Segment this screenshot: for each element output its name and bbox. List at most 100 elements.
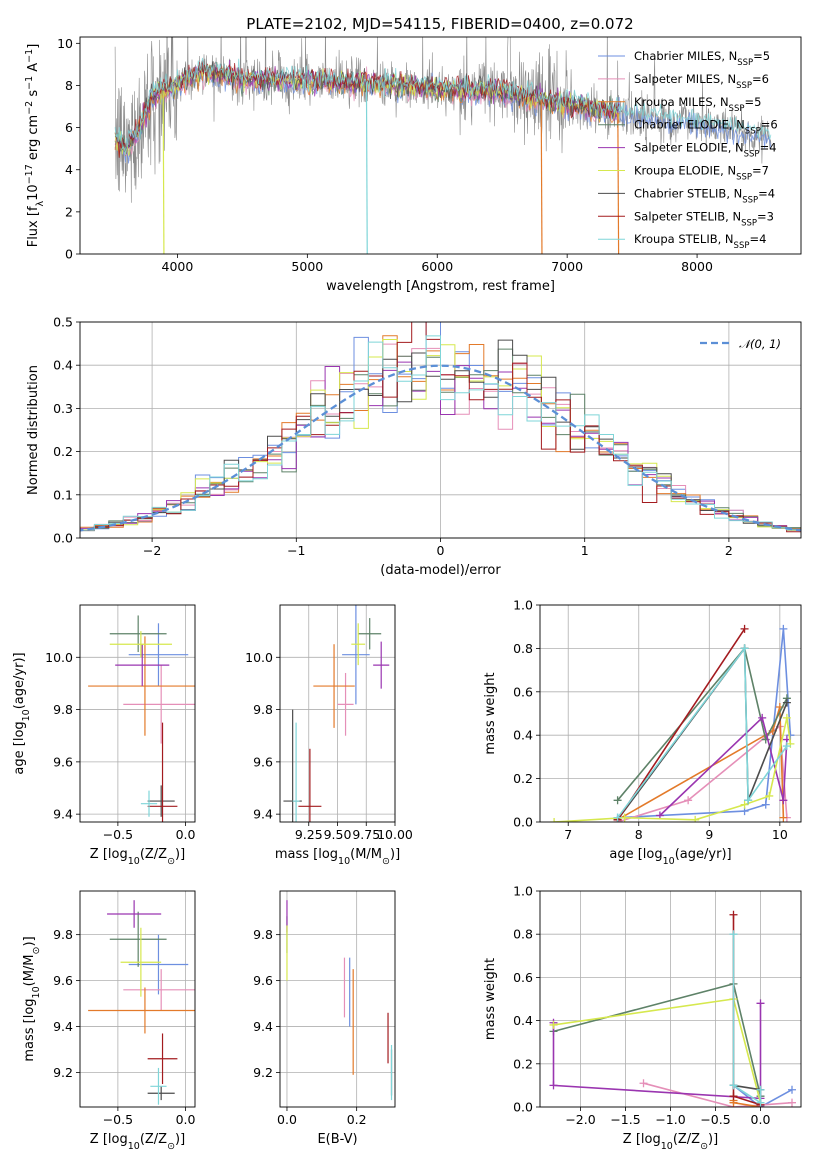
model-spectrum-8 xyxy=(114,57,772,156)
error-point-6 xyxy=(147,785,175,817)
weight-marker xyxy=(740,624,749,633)
label-part: (Z/Z xyxy=(673,1132,700,1147)
legend-entry: Salpeter ELODIE, NSSP=4 xyxy=(634,141,777,160)
x-axis-label: Z [log10(Z/Z⊙)] xyxy=(90,847,185,867)
label-part: ] xyxy=(26,44,41,49)
legend-sub: SSP xyxy=(742,195,758,205)
plot-area xyxy=(283,605,390,822)
y-tick-label: 0.0 xyxy=(513,1100,533,1115)
weight-marker xyxy=(613,796,622,805)
error-point-7 xyxy=(147,1033,178,1085)
y-tick-label: 0.4 xyxy=(513,1013,533,1028)
y-tick-label: 0.2 xyxy=(53,444,73,459)
y-tick-label: 0.6 xyxy=(513,684,533,699)
y-tick-label: 0.6 xyxy=(513,970,533,985)
y-axis-label: mass weight xyxy=(483,958,498,1040)
weight-marker xyxy=(729,930,738,939)
label-part: Z [log xyxy=(90,847,128,862)
label-part: 10 xyxy=(128,1141,140,1152)
legend-label: Kroupa STELIB, N xyxy=(634,232,734,246)
x-tick-label: 0.2 xyxy=(347,1112,367,1127)
weight-marker xyxy=(779,796,788,805)
label-part: −1 xyxy=(24,49,35,63)
legend-label: Chabrier ELODIE, N xyxy=(634,118,745,132)
weight-marker xyxy=(786,731,795,740)
legend-entry: Kroupa STELIB, NSSP=4 xyxy=(634,232,766,251)
y-tick-label: 0.8 xyxy=(513,927,533,942)
y-tick-label: 0.0 xyxy=(53,531,73,546)
error-point-8 xyxy=(140,790,158,817)
legend-entry: Salpeter MILES, NSSP=6 xyxy=(634,72,769,91)
error-point-3 xyxy=(109,615,167,653)
label-part: (age/yr)] xyxy=(675,847,732,862)
error-point-5 xyxy=(351,623,366,666)
x-tick-label: 7000 xyxy=(551,259,583,274)
legend-entry: Kroupa MILES, NSSP=5 xyxy=(634,95,761,114)
error-point-8 xyxy=(292,722,300,822)
y-tick-label: 0.2 xyxy=(513,771,533,786)
label-part: ⊙ xyxy=(31,947,42,955)
legend-sub: SSP xyxy=(736,81,752,91)
weight-marker xyxy=(761,800,770,809)
x-tick-label: 8 xyxy=(635,827,643,842)
label-part: ⊙ xyxy=(382,856,390,867)
weight-line-4 xyxy=(659,716,788,817)
weight-marker xyxy=(549,1020,558,1029)
weight-line-7 xyxy=(616,628,746,821)
x-tick-label: 0 xyxy=(437,543,445,558)
x-tick-label: −1 xyxy=(287,543,305,558)
x-tick-label: −0.5 xyxy=(700,1112,730,1127)
masked-dip xyxy=(617,112,620,254)
legend-sub: SSP xyxy=(744,150,760,160)
plot-area xyxy=(550,624,795,822)
label-part: A xyxy=(26,63,41,76)
x-axis-label: Z [log10(Z/Z⊙)] xyxy=(623,1132,718,1152)
label-part: s xyxy=(26,90,41,101)
legend-sub: SSP xyxy=(729,104,745,114)
error-point-7 xyxy=(147,722,178,822)
legend-sub: SSP xyxy=(734,241,750,251)
label-part: ⊙ xyxy=(700,1141,708,1152)
weight-marker xyxy=(756,1098,765,1107)
weight-marker xyxy=(729,910,738,919)
y-tick-label: 9.2 xyxy=(53,1065,73,1080)
weight-marker xyxy=(788,1085,796,1094)
label-part: age [log xyxy=(12,721,27,774)
weight-marker xyxy=(758,713,767,722)
legend-entry: Chabrier ELODIE, NSSP=6 xyxy=(634,118,778,137)
y-tick-label: 6 xyxy=(65,120,73,135)
x-tick-label: 9.25 xyxy=(295,827,323,842)
x-tick-label: −1.5 xyxy=(610,1112,640,1127)
label-part: 10 xyxy=(338,856,350,867)
legend-entry: Chabrier MILES, NSSP=5 xyxy=(634,49,770,68)
weight-line-3 xyxy=(616,646,788,801)
label-part: )] xyxy=(22,936,37,946)
error-point-3 xyxy=(358,618,382,650)
y-tick-label: 0.3 xyxy=(53,401,73,416)
label-part: Flux [f xyxy=(26,206,41,247)
y-tick-label: 0.0 xyxy=(513,815,533,830)
error-point-4 xyxy=(107,900,162,928)
label-part: −1 xyxy=(24,76,35,90)
mass-vs-ebv-panel: 0.0 0.2 9.2 9.4 9.6 9.8 E(B-V) xyxy=(253,890,396,1147)
age-vs-metallicity-panel: −0.5 0.09.49.69.810.0Z [log10(Z/Z⊙)]age [… xyxy=(12,604,196,867)
label-part: (age/yr)] xyxy=(12,652,27,709)
y-tick-label: 0 xyxy=(65,247,73,262)
y-tick-label: 0.4 xyxy=(53,358,73,373)
y-tick-label: 1.0 xyxy=(513,598,533,613)
legend-entry: Chabrier STELIB, NSSP=4 xyxy=(634,186,775,205)
x-tick-label: 0.0 xyxy=(176,1112,196,1127)
y-tick-label: 4 xyxy=(65,162,73,177)
x-tick-label: −0.5 xyxy=(103,827,133,842)
label-part: )] xyxy=(708,1132,718,1147)
x-axis-label: Z [log10(Z/Z⊙)] xyxy=(90,1132,185,1152)
y-tick-label: 9.4 xyxy=(53,1019,73,1034)
weight-marker xyxy=(729,1092,738,1101)
masked-dip xyxy=(365,83,368,254)
error-point-4 xyxy=(373,641,390,689)
legend-label: Salpeter MILES, N xyxy=(634,72,736,86)
label-part: )] xyxy=(175,847,185,862)
plot-area xyxy=(286,900,393,1101)
